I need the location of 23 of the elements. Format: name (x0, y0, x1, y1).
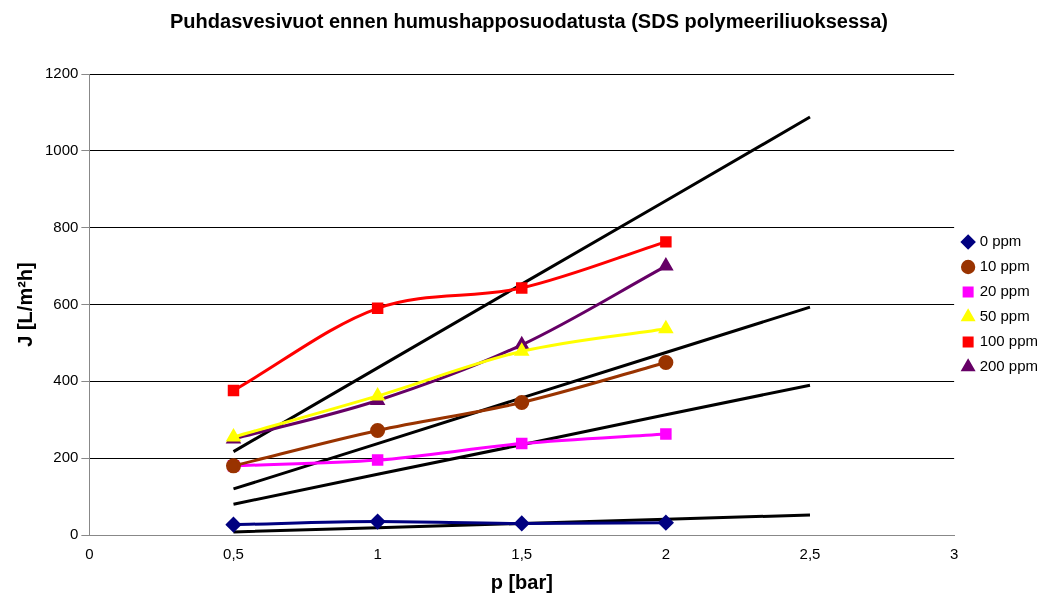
y-tick-label: 200 (53, 448, 79, 466)
legend-label: 100 ppm (979, 332, 1038, 350)
x-tick-label: 3 (949, 545, 959, 563)
y-tick-label: 1000 (44, 140, 79, 158)
legend-label: 20 ppm (979, 282, 1030, 300)
y-axis-title: J [L/m²h] (13, 262, 36, 347)
legend-label: 0 ppm (979, 232, 1022, 250)
x-tick-label: 0,5 (223, 545, 244, 563)
legend-label: 10 ppm (979, 257, 1030, 275)
y-tick-label: 400 (53, 371, 79, 389)
y-tick-label: 1200 (44, 64, 79, 82)
x-tick-label: 0 (85, 545, 94, 563)
x-tick-label: 1 (373, 545, 382, 563)
chart-title: Puhdasvesivuot ennen humushapposuodatusta (SDS polymeeriliuoksessa) (170, 9, 888, 32)
y-tick-label: 800 (53, 217, 79, 235)
x-tick-label: 2,5 (799, 545, 821, 563)
y-tick-label: 600 (53, 294, 79, 312)
x-tick-label: 1,5 (511, 545, 533, 563)
x-tick-label: 2 (661, 545, 671, 563)
x-axis-title: p [bar] (490, 570, 553, 593)
legend-label: 50 ppm (979, 307, 1030, 325)
legend-label: 200 ppm (979, 357, 1038, 375)
y-tick-label: 0 (70, 525, 79, 543)
